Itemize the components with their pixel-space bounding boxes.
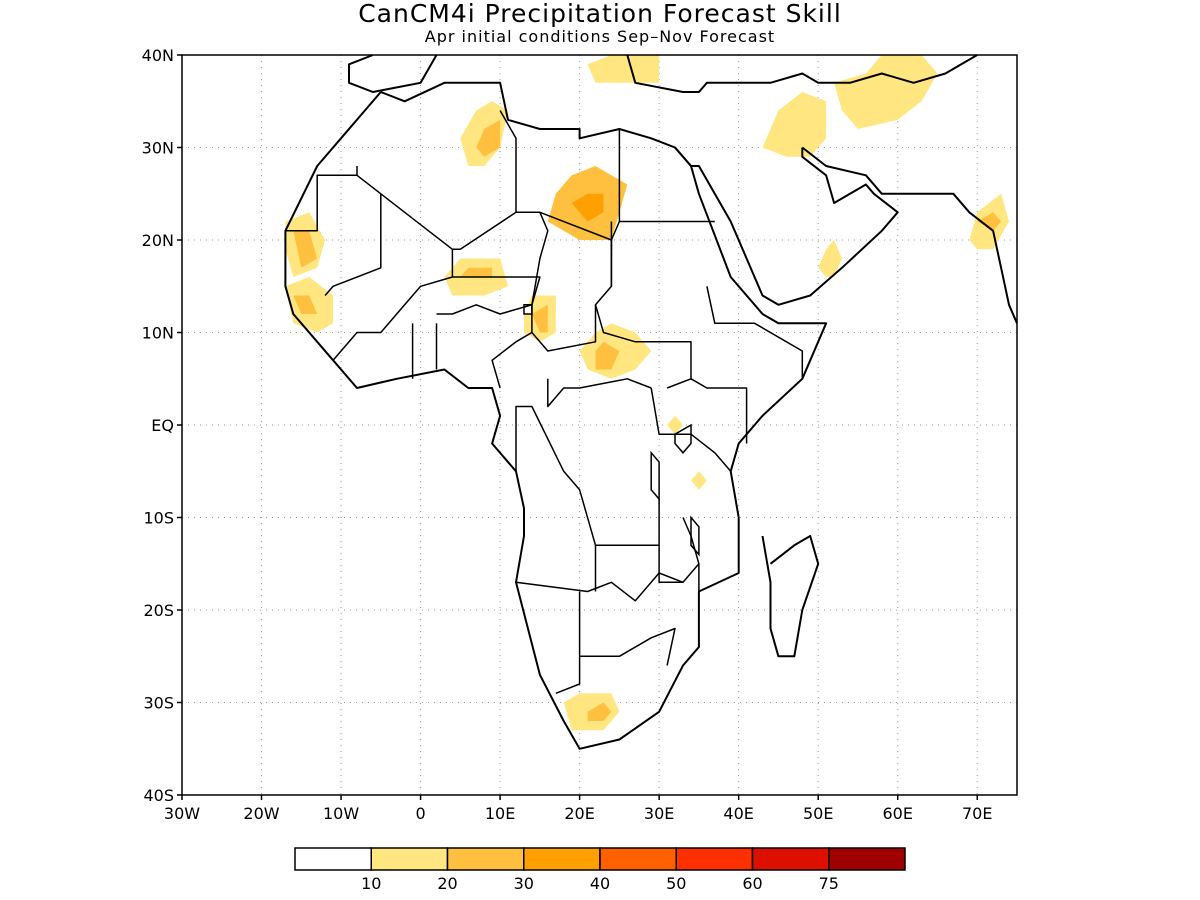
skill-region	[762, 92, 827, 157]
country-border	[436, 276, 541, 315]
legend-swatch	[370, 847, 449, 871]
x-tick-label: 30E	[644, 804, 674, 823]
skill-region	[293, 230, 318, 268]
country-border	[515, 405, 660, 547]
legend-label: 10	[361, 874, 381, 893]
y-tick-label: 20N	[142, 231, 174, 250]
x-tick-label: 20E	[564, 804, 594, 823]
legend-label: 60	[742, 874, 762, 893]
x-tick-label: 60E	[882, 804, 912, 823]
skill-regions	[285, 55, 1009, 731]
y-tick-label: 20S	[143, 601, 174, 620]
country-border	[682, 517, 700, 592]
color-legend: 10 20 30 40 50 60 75	[294, 847, 906, 893]
skill-region	[691, 471, 707, 490]
country-border	[690, 378, 748, 444]
skill-region	[460, 267, 493, 277]
skill-region	[667, 415, 683, 435]
country-border	[706, 286, 804, 379]
coastline	[761, 535, 820, 658]
legend-swatch	[675, 847, 754, 871]
skill-region	[834, 55, 938, 129]
country-border	[555, 591, 581, 694]
y-tick-label: 30N	[142, 139, 174, 158]
y-tick-label: 10S	[143, 509, 174, 528]
skill-region	[587, 55, 660, 83]
coastlines	[284, 54, 1018, 750]
country-border	[594, 304, 692, 389]
x-tick-label: 0	[415, 804, 425, 823]
x-tick-label: 70E	[962, 804, 992, 823]
y-tick-label: 40S	[143, 786, 174, 805]
skill-region	[977, 212, 1002, 231]
legend-label: 30	[514, 874, 534, 893]
country-border	[285, 166, 358, 232]
lake-outline	[650, 450, 660, 502]
lake-outline	[674, 423, 692, 454]
y-tick-label: 30S	[143, 694, 174, 713]
x-tick-label: 30W	[164, 804, 200, 823]
coastline	[626, 54, 978, 93]
legend-swatch	[294, 847, 372, 871]
x-tick-label: 20W	[243, 804, 279, 823]
legend-swatch	[828, 847, 906, 871]
y-tick-label: 40N	[142, 46, 174, 65]
legend-swatch	[446, 847, 525, 871]
coastline	[674, 146, 899, 306]
x-tick-label: 50E	[803, 804, 833, 823]
country-border	[491, 331, 533, 389]
x-axis-ticks: 30W 20W 10W 0 10E 20E 30E 40E 50E 60E 70E	[164, 795, 992, 823]
country-border	[547, 378, 652, 408]
legend-swatch	[599, 847, 677, 871]
country-border	[650, 387, 732, 472]
map-subtitle: Apr initial conditions Sep–Nov Forecast	[424, 27, 776, 46]
skill-region	[595, 341, 620, 370]
y-tick-label: 10N	[142, 324, 174, 343]
map-title: CanCM4i Precipitation Forecast Skill	[358, 0, 842, 28]
legend-swatch	[523, 847, 601, 871]
country-border	[579, 627, 676, 666]
skill-region	[293, 295, 318, 314]
legend-label: 50	[666, 874, 686, 893]
x-tick-label: 10W	[323, 804, 359, 823]
skill-region	[531, 304, 548, 333]
coastline	[801, 146, 1018, 324]
legend-label: 40	[590, 874, 610, 893]
country-border	[658, 545, 683, 584]
y-tick-label: EQ	[151, 416, 174, 435]
skill-region	[571, 193, 604, 222]
skill-region	[587, 702, 612, 721]
skill-region	[818, 240, 842, 277]
country-border	[332, 249, 454, 361]
country-border	[324, 174, 382, 296]
legend-label: 20	[437, 874, 457, 893]
x-tick-label: 10E	[485, 804, 515, 823]
skill-region	[476, 119, 501, 157]
grid-lines	[181, 54, 1017, 796]
x-tick-label: 40E	[723, 804, 753, 823]
coastline	[348, 54, 438, 93]
country-borders	[285, 110, 804, 694]
legend-label: 75	[819, 874, 839, 893]
map-frame	[181, 54, 1018, 796]
country-border	[531, 212, 613, 352]
legend-swatch	[751, 847, 830, 871]
y-axis-ticks: 40N 30N 20N 10N EQ 10S 20S 30S 40S	[142, 46, 182, 805]
country-border	[499, 110, 517, 213]
